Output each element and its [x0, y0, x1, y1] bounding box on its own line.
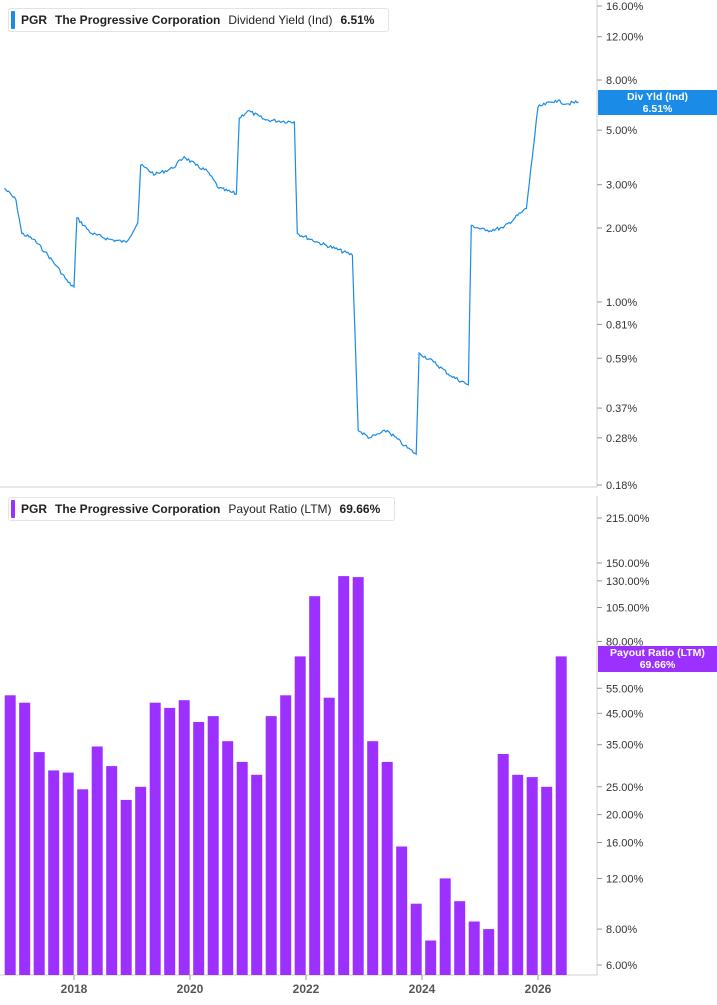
payout-bar [33, 752, 45, 975]
payout-bar [381, 761, 393, 975]
yield-legend-metric: Dividend Yield (Ind) [228, 13, 333, 27]
payout-bar [4, 695, 16, 975]
payout-tag-value: 69.66% [639, 659, 676, 671]
yield-legend-value: 6.51% [340, 13, 375, 27]
yield-tag-value: 6.51% [642, 103, 673, 115]
payout-tick-label: 12.00% [606, 873, 644, 885]
payout-bar [468, 921, 480, 975]
payout-bar [323, 697, 335, 975]
payout-bar [294, 656, 306, 975]
payout-y-axis-ticks: 215.00% 150.00% 130.00% 105.00% 80.00% 55.00%… [597, 513, 650, 972]
payout-bar [483, 929, 495, 975]
payout-tick-label: 55.00% [606, 683, 644, 695]
yield-tick-label: 12.00% [606, 32, 644, 44]
payout-bar [396, 846, 408, 975]
payout-bar [19, 702, 31, 975]
payout-ratio-panel: 215.00% 150.00% 130.00% 105.00% 80.00% 55.00%… [0, 496, 650, 996]
x-tick-label: 2020 [177, 982, 204, 996]
payout-bar [48, 770, 60, 975]
yield-tick-label: 0.59% [606, 353, 637, 365]
yield-tick-label: 1.00% [606, 297, 637, 309]
yield-legend-company: The Progressive Corporation [55, 13, 221, 27]
payout-legend-value: 69.66% [339, 502, 381, 516]
payout-tick-label: 35.00% [606, 740, 644, 752]
payout-bar [309, 596, 321, 975]
payout-bar [91, 746, 103, 975]
payout-bar [410, 903, 422, 975]
payout-bar [541, 786, 553, 975]
payout-bar [164, 707, 176, 975]
payout-bar [497, 754, 509, 975]
payout-legend-swatch [11, 500, 15, 518]
x-tick-label: 2024 [409, 982, 436, 996]
payout-bar [454, 901, 466, 975]
yield-tick-label: 0.37% [606, 403, 637, 415]
dividend-yield-panel: 16.00% 12.00% 8.00% 5.00% 3.00% 2.00% 1.00% 0.8… [0, 0, 644, 492]
x-tick-label: 2026 [525, 982, 552, 996]
payout-bar [135, 786, 147, 975]
payout-tick-label: 6.00% [606, 960, 637, 972]
yield-legend-ticker: PGR [21, 13, 48, 27]
payout-bar [77, 789, 89, 975]
payout-bar [178, 700, 190, 975]
payout-tick-label: 80.00% [606, 636, 644, 648]
yield-tick-label: 0.28% [606, 433, 637, 445]
x-axis-ticks: 2018 2020 2022 2024 2026 [61, 975, 552, 996]
payout-legend-metric: Payout Ratio (LTM) [228, 502, 332, 516]
payout-bar [555, 656, 567, 975]
yield-legend[interactable]: PGR The Progressive Corporation Dividend… [8, 8, 390, 32]
payout-bar [106, 766, 118, 975]
yield-y-axis-ticks: 16.00% 12.00% 8.00% 5.00% 3.00% 2.00% 1.00% 0.8… [597, 1, 644, 492]
payout-bar [62, 772, 74, 975]
payout-current-tag: Payout Ratio (LTM) 69.66% [598, 646, 717, 672]
yield-tick-label: 0.18% [606, 480, 637, 492]
payout-bar [251, 774, 263, 975]
payout-tick-label: 105.00% [606, 603, 650, 615]
yield-tick-label: 2.00% [606, 223, 637, 235]
payout-bar [193, 722, 205, 975]
yield-tick-label: 16.00% [606, 1, 644, 13]
payout-bar [526, 777, 538, 975]
payout-tick-label: 20.00% [606, 810, 644, 822]
yield-legend-swatch [11, 11, 15, 29]
payout-tag-label: Payout Ratio (LTM) [610, 647, 705, 659]
payout-bar [236, 761, 248, 975]
payout-legend[interactable]: PGR The Progressive Corporation Payout R… [8, 497, 396, 521]
payout-bar [338, 576, 350, 975]
yield-tag-label: Div Yld (Ind) [626, 91, 689, 103]
dividend-yield-line [3, 99, 579, 456]
x-tick-label: 2022 [293, 982, 320, 996]
yield-tick-label: 8.00% [606, 75, 637, 87]
payout-tick-label: 150.00% [606, 558, 650, 570]
payout-bar [439, 878, 451, 975]
payout-legend-ticker: PGR [21, 502, 48, 516]
x-tick-label: 2018 [61, 982, 88, 996]
payout-bar [120, 799, 132, 975]
payout-bar [367, 741, 379, 975]
yield-tick-label: 5.00% [606, 125, 637, 137]
payout-bar [425, 940, 437, 975]
payout-tick-label: 45.00% [606, 708, 644, 720]
payout-tick-label: 130.00% [606, 576, 650, 588]
yield-current-tag: Div Yld (Ind) 6.51% [598, 90, 717, 115]
payout-bar [149, 702, 161, 975]
payout-tick-label: 215.00% [606, 513, 650, 525]
payout-bar [207, 716, 219, 975]
payout-tick-label: 25.00% [606, 782, 644, 794]
payout-tick-label: 16.00% [606, 837, 644, 849]
payout-bar [222, 741, 234, 975]
payout-bars [4, 576, 567, 975]
payout-tick-label: 8.00% [606, 924, 637, 936]
payout-bar [280, 695, 292, 975]
payout-bar [265, 716, 277, 975]
payout-bar [512, 774, 524, 975]
yield-tick-label: 3.00% [606, 180, 637, 192]
yield-tick-label: 0.81% [606, 319, 637, 331]
payout-bar [352, 577, 364, 975]
payout-legend-company: The Progressive Corporation [55, 502, 221, 516]
